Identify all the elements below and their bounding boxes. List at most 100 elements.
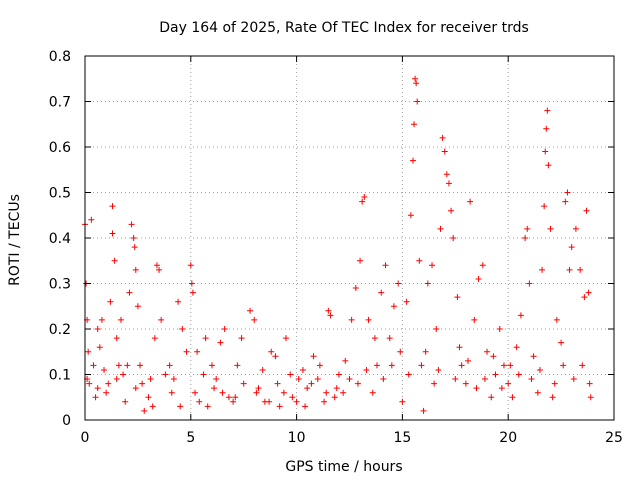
data-point bbox=[445, 180, 452, 187]
data-point bbox=[507, 362, 514, 369]
data-point bbox=[378, 289, 385, 296]
data-point bbox=[170, 376, 177, 383]
data-point bbox=[94, 385, 101, 392]
data-point bbox=[132, 385, 139, 392]
data-point bbox=[513, 344, 520, 351]
data-point bbox=[208, 362, 215, 369]
data-point bbox=[299, 366, 306, 373]
data-point bbox=[109, 203, 116, 210]
data-point bbox=[88, 216, 95, 223]
data-point bbox=[479, 262, 486, 269]
data-point bbox=[177, 403, 184, 410]
data-point bbox=[221, 326, 228, 332]
data-point bbox=[467, 198, 474, 205]
data-point bbox=[217, 339, 224, 346]
data-point bbox=[188, 280, 195, 287]
data-point bbox=[568, 244, 575, 251]
data-point bbox=[225, 394, 232, 401]
data-point bbox=[539, 266, 546, 273]
data-point bbox=[308, 380, 315, 387]
data-point bbox=[354, 380, 361, 387]
data-point bbox=[211, 385, 218, 392]
data-point bbox=[517, 312, 524, 319]
data-point bbox=[276, 403, 283, 410]
chart-title: Day 164 of 2025, Rate Of TEC Index for r… bbox=[159, 20, 529, 36]
x-tick-label: 15 bbox=[393, 430, 411, 446]
data-point bbox=[85, 348, 92, 355]
data-point bbox=[302, 403, 309, 410]
x-tick-label: 20 bbox=[499, 430, 517, 446]
data-point bbox=[96, 344, 103, 351]
data-point bbox=[289, 394, 296, 401]
data-point bbox=[536, 366, 543, 373]
data-point bbox=[213, 376, 220, 383]
data-point bbox=[587, 394, 594, 401]
data-point bbox=[128, 221, 135, 228]
x-tick-label: 25 bbox=[605, 430, 623, 446]
data-point bbox=[153, 262, 160, 269]
data-point bbox=[454, 294, 461, 301]
data-point bbox=[251, 316, 258, 323]
data-point bbox=[196, 398, 203, 405]
data-point bbox=[564, 189, 571, 196]
data-point bbox=[272, 353, 279, 360]
data-point bbox=[122, 398, 129, 405]
x-tick-label: 5 bbox=[186, 430, 195, 446]
data-point bbox=[310, 353, 317, 360]
data-point bbox=[304, 385, 311, 392]
data-point bbox=[268, 348, 275, 355]
data-point bbox=[86, 380, 93, 387]
data-point bbox=[101, 366, 108, 373]
data-point bbox=[204, 403, 211, 410]
data-point bbox=[522, 235, 529, 241]
data-point bbox=[471, 316, 478, 323]
data-point bbox=[456, 344, 463, 351]
data-point bbox=[130, 235, 137, 241]
data-point bbox=[542, 148, 549, 155]
data-point bbox=[90, 362, 97, 369]
data-point bbox=[321, 398, 328, 405]
x-axis-label: GPS time / hours bbox=[285, 459, 402, 475]
data-point bbox=[117, 316, 124, 323]
data-point bbox=[462, 380, 469, 387]
data-point bbox=[340, 389, 347, 396]
data-point bbox=[526, 280, 533, 287]
data-point bbox=[98, 316, 105, 323]
data-point bbox=[295, 376, 302, 383]
data-point bbox=[464, 357, 471, 364]
y-tick-label: 0.5 bbox=[49, 186, 71, 202]
data-point bbox=[581, 294, 588, 301]
data-point bbox=[492, 371, 499, 378]
data-point bbox=[414, 98, 421, 105]
data-point bbox=[579, 362, 586, 369]
y-tick-label: 0.8 bbox=[49, 49, 71, 65]
data-point bbox=[380, 376, 387, 383]
data-point bbox=[162, 371, 169, 378]
data-point bbox=[113, 335, 120, 342]
data-point bbox=[352, 285, 359, 292]
data-point bbox=[323, 389, 330, 396]
data-point bbox=[586, 380, 593, 387]
data-point bbox=[253, 389, 260, 396]
data-point bbox=[412, 75, 419, 82]
data-point bbox=[115, 362, 122, 369]
data-point bbox=[405, 371, 412, 378]
data-point bbox=[424, 280, 431, 287]
data-point bbox=[316, 362, 323, 369]
data-point bbox=[156, 266, 163, 273]
data-point bbox=[240, 380, 247, 387]
data-point bbox=[151, 335, 158, 342]
data-point bbox=[435, 366, 442, 373]
data-point bbox=[433, 326, 440, 332]
data-point bbox=[124, 362, 131, 369]
data-point bbox=[458, 362, 465, 369]
data-point bbox=[505, 380, 512, 387]
data-point bbox=[545, 162, 552, 169]
data-point bbox=[137, 362, 144, 369]
data-point bbox=[420, 407, 427, 414]
data-point bbox=[452, 376, 459, 383]
data-point bbox=[515, 371, 522, 378]
y-tick-label: 0.2 bbox=[49, 322, 71, 338]
data-point bbox=[126, 289, 133, 296]
data-point bbox=[200, 371, 207, 378]
